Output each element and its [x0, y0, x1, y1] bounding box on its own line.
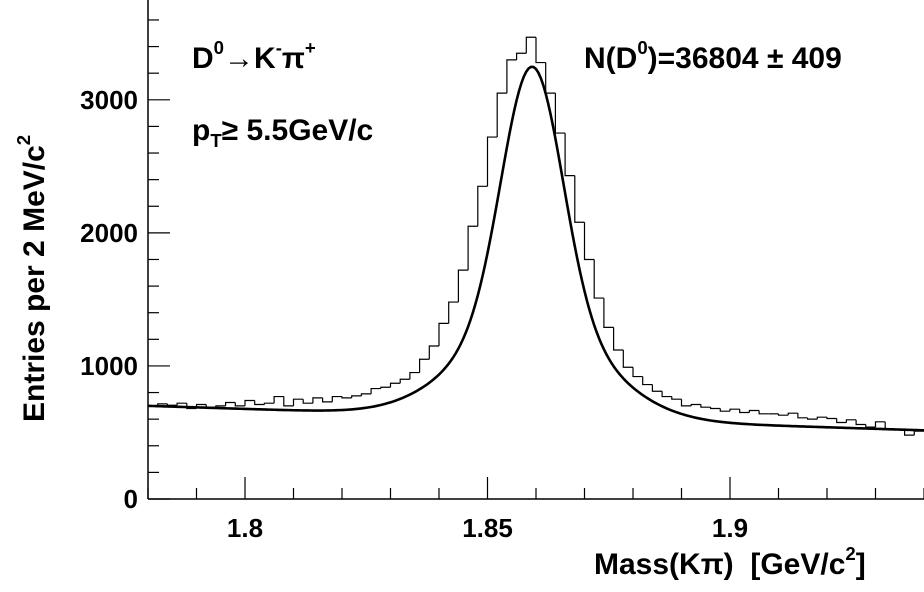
histogram-bin	[438, 322, 449, 346]
histogram-bin	[622, 349, 633, 368]
histogram-bin	[777, 413, 789, 416]
histogram-bin	[710, 407, 721, 410]
x-tick-label: 1.9	[712, 513, 748, 543]
histogram-bin	[302, 399, 313, 404]
histogram-bin	[234, 402, 245, 407]
fit-series	[147, 65, 924, 432]
histogram-bin	[370, 387, 381, 394]
histogram-bin	[273, 395, 284, 404]
histogram-bin	[690, 403, 701, 406]
histogram-bin	[166, 403, 178, 406]
histogram-bin	[816, 416, 827, 420]
histogram-bin	[525, 36, 536, 54]
histogram-bin	[467, 225, 478, 271]
histogram-bin	[719, 408, 730, 412]
histogram-bin	[564, 133, 575, 177]
histogram-bin	[913, 430, 924, 436]
histogram-bin	[516, 52, 527, 60]
histogram-bin	[283, 396, 294, 407]
histogram-bin	[254, 400, 265, 406]
histogram-bin	[409, 371, 420, 380]
histogram-bin	[807, 417, 818, 420]
histogram-bin	[351, 395, 362, 398]
y-axis-title: Entries per 2 MeV/c2	[13, 134, 51, 422]
histogram-bin	[836, 418, 847, 424]
decay-label: D0→K-π+	[192, 37, 316, 75]
histogram-bin	[613, 327, 624, 351]
y-tick-label: 2000	[80, 218, 138, 248]
histogram-bin	[360, 393, 372, 396]
histogram-bin	[729, 408, 740, 412]
histogram-bin	[545, 62, 556, 94]
y-axis	[148, 19, 170, 500]
histogram-bin	[496, 92, 507, 138]
fit-curve	[147, 65, 924, 432]
y-tick-label: 3000	[80, 85, 138, 115]
x-tick-label: 1.8	[227, 513, 263, 543]
histogram-bin	[380, 386, 391, 389]
histogram-bin	[399, 378, 410, 384]
histogram-bin	[680, 399, 692, 407]
histogram-series	[148, 36, 924, 436]
histogram-bin	[341, 396, 352, 399]
histogram-bin	[593, 259, 604, 299]
histogram-bin	[651, 384, 663, 392]
histogram-bin	[244, 399, 255, 406]
histogram-bin	[225, 401, 236, 406]
pt-cut-label: pT≥ 5.5GeV/c	[192, 114, 374, 151]
histogram-bin	[797, 413, 808, 419]
histogram-bin	[700, 404, 711, 408]
histogram-bin	[535, 37, 546, 64]
x-axis-title: Mass(Kπ) [GeV/c2]	[594, 543, 866, 581]
histogram-bin	[865, 424, 876, 428]
histogram-bin	[874, 421, 886, 428]
histogram-bin	[389, 382, 401, 388]
y-tick-label: 0	[124, 484, 138, 514]
histogram-bin	[486, 136, 498, 187]
histogram-bin	[331, 395, 342, 402]
histogram-bin	[176, 402, 187, 406]
histogram-bin	[845, 419, 857, 423]
histogram-bin	[292, 398, 304, 406]
histogram-bin	[574, 175, 585, 223]
histogram-bin	[312, 397, 323, 404]
histogram-bin	[855, 419, 866, 426]
histogram-bin	[428, 345, 439, 360]
y-tick-label: 1000	[80, 351, 138, 381]
histogram-bin	[477, 185, 488, 227]
histogram-bin	[554, 93, 566, 134]
histogram-bin	[671, 396, 682, 400]
histogram-bin	[904, 429, 915, 436]
histogram-bin	[826, 417, 837, 420]
histogram-bin	[263, 402, 275, 405]
histogram-bin	[506, 59, 517, 94]
histogram-bin	[739, 409, 750, 414]
histogram-bin	[419, 358, 430, 373]
x-tick-label: 1.85	[462, 513, 513, 543]
histogram-bin	[457, 269, 469, 303]
yield-label: N(D0)=36804 ± 409	[584, 37, 842, 75]
histogram-bin	[758, 410, 769, 415]
histogram-bin	[632, 367, 643, 378]
histogram-bin	[603, 298, 614, 328]
histogram-bin	[661, 391, 672, 398]
tick-labels: 0 1000 2000 3000 1.8 1.85 1.9	[80, 85, 748, 543]
histogram-bin	[787, 412, 798, 416]
histogram-bin	[583, 222, 595, 261]
x-axis	[147, 477, 924, 499]
histogram-bin	[322, 397, 333, 403]
histogram-bin	[642, 376, 653, 386]
histogram-bin	[748, 409, 760, 413]
histogram-bin	[448, 301, 459, 324]
